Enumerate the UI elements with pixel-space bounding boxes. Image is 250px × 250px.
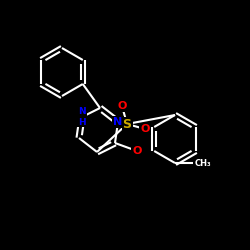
Text: CH₃: CH₃ (195, 158, 212, 168)
Text: N: N (114, 117, 122, 127)
Text: O: O (117, 101, 127, 111)
Text: O: O (132, 146, 142, 156)
Text: S: S (122, 118, 132, 130)
Text: N
H: N H (78, 107, 86, 127)
Text: O: O (140, 124, 150, 134)
